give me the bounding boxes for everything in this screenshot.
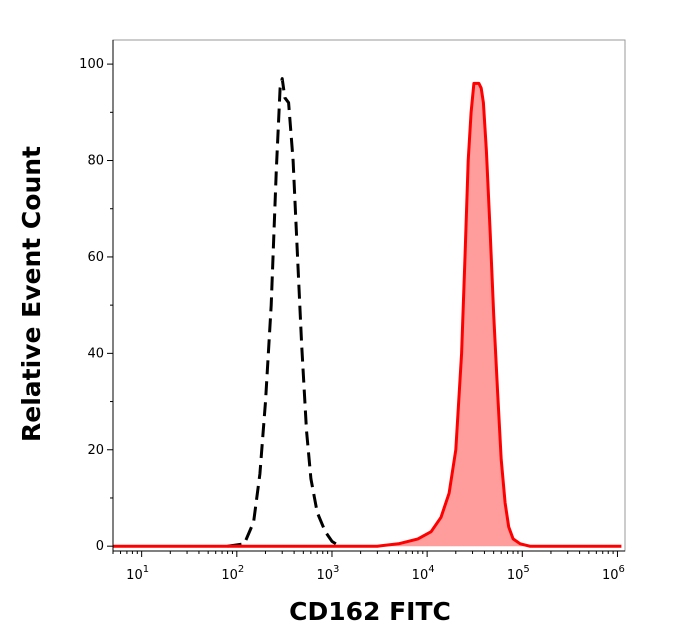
y-axis-title: Relative Event Count [17, 146, 46, 442]
x-tick-base: 10 [602, 568, 619, 583]
x-tick-label: 105 [507, 564, 530, 583]
x-tick-label: 103 [317, 564, 340, 583]
x-tick-exponent: 2 [238, 564, 244, 575]
x-tick-base: 10 [126, 568, 143, 583]
x-tick-exponent: 4 [428, 564, 434, 575]
y-tick-layer: 0 20 40 60 80 100 [79, 57, 113, 554]
series-1-fill [113, 83, 622, 547]
y-tick-label: 0 [96, 539, 104, 554]
x-tick-layer: 101 102 103 104 105 106 [112, 551, 625, 583]
y-tick-label: 20 [87, 443, 104, 458]
x-tick-base: 10 [412, 568, 429, 583]
x-tick-base: 10 [507, 568, 524, 583]
x-tick-label: 102 [221, 564, 244, 583]
x-tick-label: 101 [126, 564, 149, 583]
series-layer [113, 77, 622, 548]
x-tick-label: 104 [412, 564, 435, 583]
x-tick-label: 106 [602, 564, 625, 583]
x-tick-base: 10 [221, 568, 238, 583]
x-tick-base: 10 [317, 568, 334, 583]
axis-layer [112, 40, 625, 552]
series-1-line [113, 81, 622, 548]
series-0-line [227, 77, 341, 548]
y-tick-label: 100 [79, 57, 104, 72]
x-axis-title: CD162 FITC [289, 597, 451, 626]
x-tick-exponent: 1 [143, 564, 149, 575]
x-tick-exponent: 6 [619, 564, 625, 575]
y-tick-label: 80 [87, 154, 104, 169]
plot-frame [112, 39, 626, 552]
y-tick-label: 40 [87, 346, 104, 361]
x-tick-exponent: 5 [523, 564, 529, 575]
x-tick-exponent: 3 [333, 564, 339, 575]
y-tick-label: 60 [87, 250, 104, 265]
